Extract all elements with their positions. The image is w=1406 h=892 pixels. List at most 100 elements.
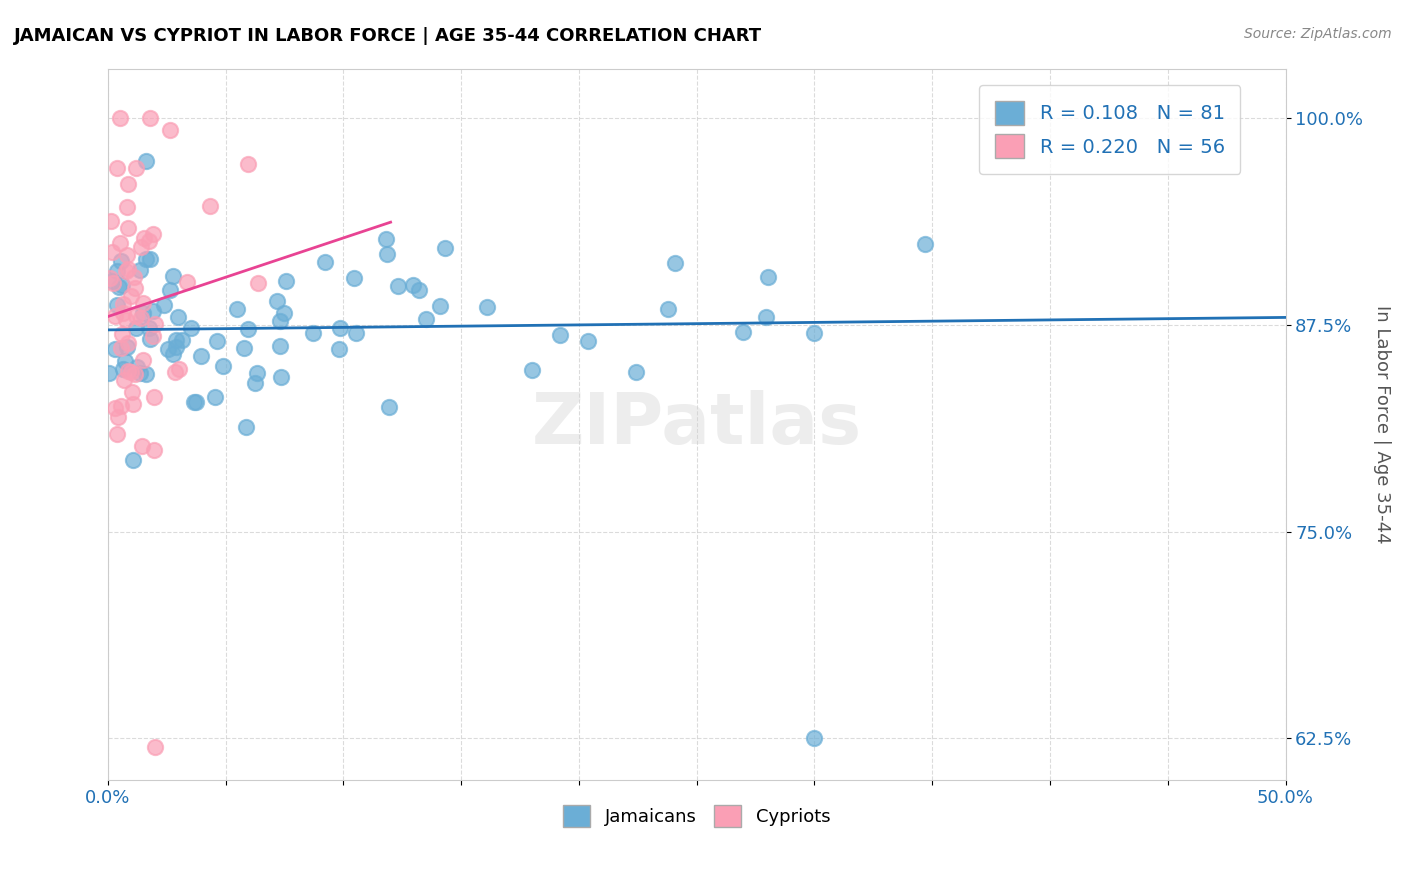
Point [198,199,221,213]
Point [124,281,146,295]
Point [101,274,124,288]
Point [415,312,437,326]
Point [374,232,396,246]
Point [125,161,148,175]
Point [246,366,269,380]
Point [131,440,153,454]
Point [375,247,398,261]
Point [110,399,132,413]
Point [156,342,179,356]
Point [211,359,233,373]
Point [139,111,162,125]
Point [135,153,157,168]
Point [117,200,139,214]
Point [269,339,291,353]
Point [131,240,153,254]
Point [576,334,599,348]
Point [111,326,134,341]
Point [143,739,166,754]
Point [129,366,152,380]
Y-axis label: In Labor Force | Age 35-44: In Labor Force | Age 35-44 [1374,305,1391,543]
Point [132,231,155,245]
Point [803,731,825,746]
Point [100,213,122,227]
Point [121,397,143,411]
Point [111,306,134,320]
Point [273,306,295,320]
Point [103,342,125,356]
Text: Source: ZipAtlas.com: Source: ZipAtlas.com [1244,27,1392,41]
Point [159,283,181,297]
Point [105,264,128,278]
Point [301,326,323,341]
Point [105,426,128,441]
Point [165,334,187,348]
Point [98,270,121,285]
Point [101,245,124,260]
Point [276,274,298,288]
Point [129,310,152,325]
Point [233,341,256,355]
Point [98,366,121,380]
Point [162,268,184,283]
Point [183,394,205,409]
Point [115,313,138,327]
Point [162,347,184,361]
Point [433,241,456,255]
Point [125,359,148,374]
Point [190,349,212,363]
Point [104,309,127,323]
Point [153,298,176,312]
Point [914,237,936,252]
Point [114,264,136,278]
Point [117,261,139,276]
Point [343,271,366,285]
Point [328,342,350,356]
Point [657,302,679,317]
Point [117,178,139,192]
Point [142,304,165,318]
Point [142,227,165,241]
Point [117,336,139,351]
Point [117,340,139,354]
Point [266,293,288,308]
Point [163,365,186,379]
Text: ZIPatlas: ZIPatlas [531,390,862,458]
Point [245,376,267,391]
Point [122,269,145,284]
Point [132,306,155,320]
Point [125,320,148,334]
Point [626,365,648,379]
Point [120,288,142,302]
Point [117,364,139,378]
Point [755,310,778,324]
Point [207,334,229,349]
Point [344,326,367,340]
Point [236,322,259,336]
Point [129,263,152,277]
Point [176,275,198,289]
Point [131,296,153,310]
Point [139,332,162,346]
Point [117,221,139,235]
Point [108,111,131,125]
Point [142,329,165,343]
Point [112,373,135,387]
Point [111,361,134,376]
Point [167,361,190,376]
Point [159,122,181,136]
Point [132,353,155,368]
Point [235,419,257,434]
Point [167,310,190,324]
Point [104,401,127,415]
Point [115,247,138,261]
Point [105,298,128,312]
Point [186,395,208,409]
Point [135,252,157,266]
Point [105,161,128,175]
Point [111,297,134,311]
Point [111,278,134,293]
Point [475,300,498,314]
Point [110,236,132,251]
Point [121,453,143,467]
